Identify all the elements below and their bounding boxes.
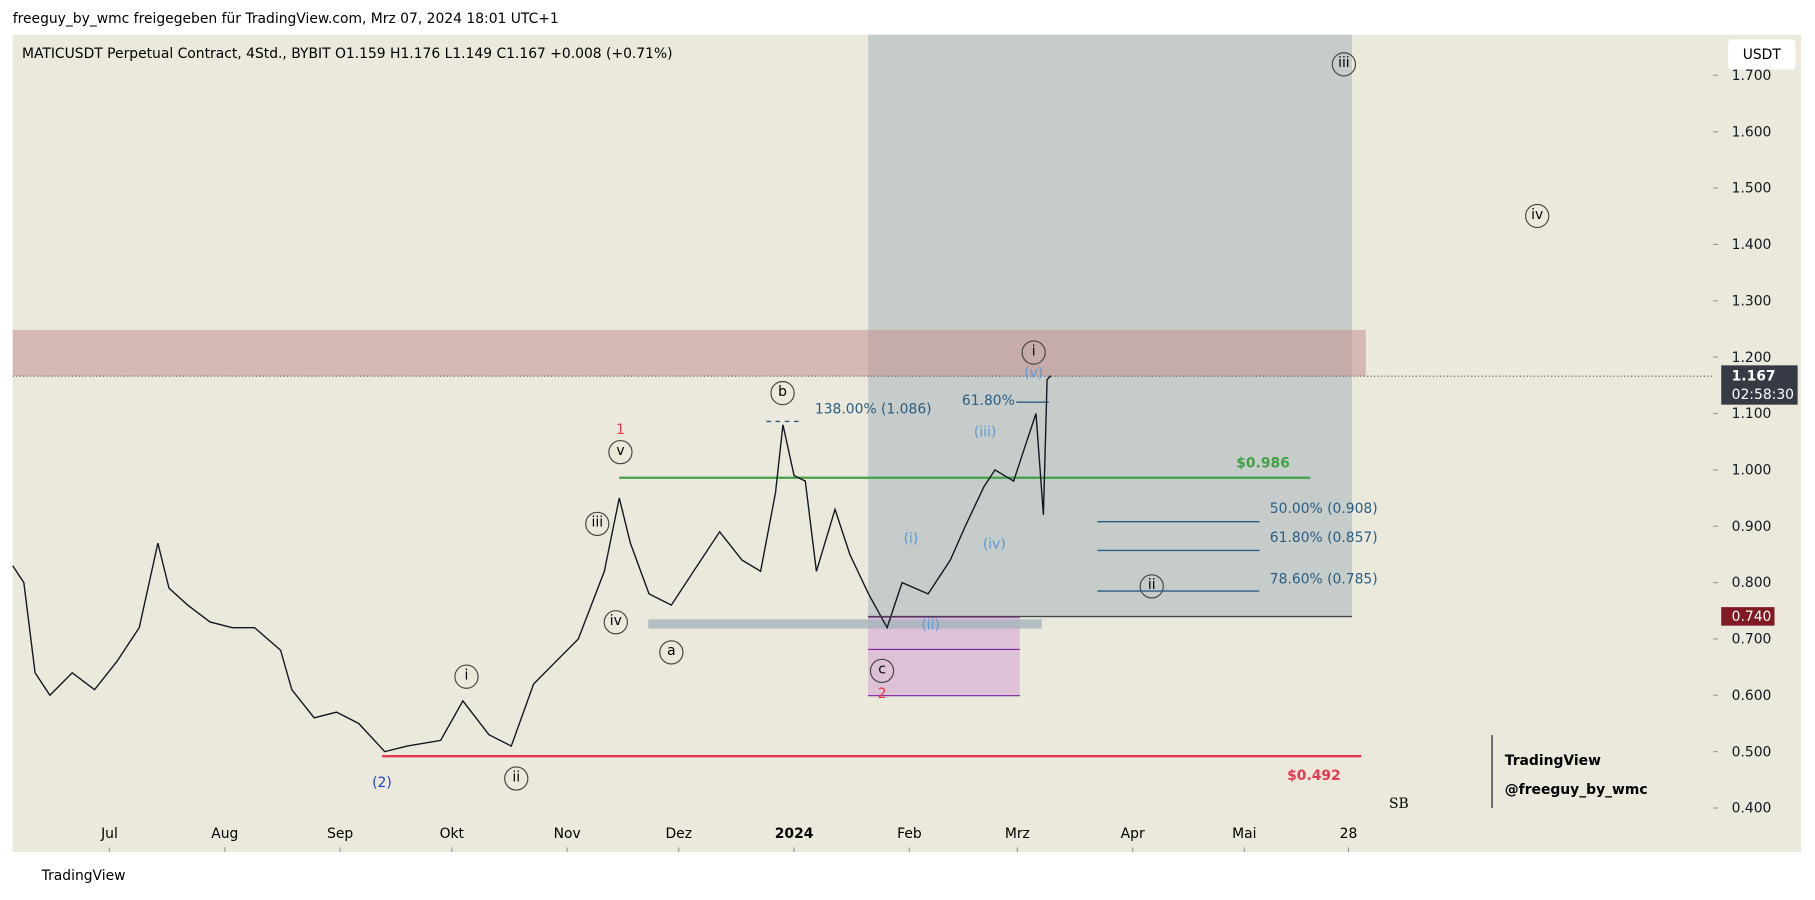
wave-label: 2 — [878, 686, 887, 702]
level-label: 78.60% (0.785) — [1270, 571, 1378, 587]
watermark: TradingView — [1505, 753, 1601, 769]
wave-circle — [454, 664, 479, 689]
wave-label: a — [667, 643, 676, 659]
resistance-zone — [12, 329, 1366, 377]
y-tick-label: 1.200 — [1732, 350, 1772, 366]
price-line — [12, 375, 1052, 753]
header-title: freeguy_by_wmc freigegeben für TradingVi… — [13, 11, 559, 27]
wave-circle — [1525, 203, 1550, 229]
logo-mark: SB — [1389, 796, 1409, 812]
x-tick-label: Jul — [100, 826, 118, 842]
currency: USDT — [1743, 47, 1782, 63]
wave-label: ii — [1148, 577, 1156, 593]
y-tick-label: 0.700 — [1732, 632, 1772, 648]
wave-label: iv — [1531, 207, 1543, 223]
y-tick-label: 0.600 — [1732, 688, 1772, 704]
x-tick-label: Apr — [1121, 826, 1145, 842]
y-tick-label: 0.800 — [1732, 575, 1772, 591]
y-tick-label: 0.400 — [1732, 801, 1772, 817]
y-tick-label: 0.500 — [1732, 744, 1772, 760]
x-tick-label: Mai — [1232, 826, 1256, 842]
wave-circle — [504, 766, 529, 791]
wave-label: (iii) — [974, 424, 996, 440]
x-tick-label: Aug — [211, 826, 238, 842]
level-label: 138.00% (1.086) — [815, 401, 932, 417]
x-tick-label: Okt — [440, 826, 465, 842]
wave-circle — [869, 658, 895, 684]
range-bar — [648, 619, 1042, 629]
y-tick-label: 1.300 — [1732, 293, 1772, 309]
wave-label: iii — [1338, 55, 1350, 71]
logo: SB TradingView @freeguy_by_wmc — [1389, 735, 1648, 812]
y-tick-label: 1.100 — [1732, 406, 1772, 422]
target-zone — [868, 34, 1352, 619]
wave-circle — [608, 439, 633, 465]
footer: TradingView — [41, 868, 126, 884]
last-price: 1.167 — [1732, 368, 1776, 384]
x-tick-label: Dez — [665, 826, 692, 842]
currency-box — [1728, 39, 1796, 70]
wave-label: ii — [512, 769, 520, 785]
wave-label: (2) — [372, 775, 392, 791]
wave-label: v — [616, 443, 624, 459]
countdown: 02:58:30 — [1732, 387, 1794, 403]
wave-label: iii — [591, 515, 603, 531]
level-label: 61.80% (0.857) — [1270, 530, 1378, 546]
x-tick-label: Nov — [554, 826, 581, 842]
wave-circle — [1139, 574, 1164, 599]
wave-label: 1 — [616, 422, 625, 438]
support-zone — [868, 616, 1020, 696]
wave-label: i — [465, 668, 469, 684]
x-tick-label: 2024 — [775, 826, 814, 842]
level-label: $0.492 — [1287, 768, 1341, 784]
level-label: 61.80% — [962, 393, 1015, 409]
y-tick-label: 1.000 — [1732, 462, 1772, 478]
y-tick-label: 1.700 — [1732, 68, 1772, 84]
wave-label: (ii) — [921, 618, 940, 634]
wave-circle — [603, 610, 628, 635]
y-tick-label: 0.900 — [1732, 519, 1772, 535]
x-tick-label: Sep — [327, 826, 353, 842]
stop-price-box — [1721, 607, 1775, 626]
y-tick-label: 1.600 — [1732, 124, 1772, 140]
x-tick-label: Feb — [897, 826, 922, 842]
level-label: $0.986 — [1236, 456, 1290, 472]
level-label: 50.00% (0.908) — [1270, 501, 1378, 517]
wave-label: i — [1032, 343, 1036, 359]
wave-circle — [1021, 340, 1046, 365]
y-tick-label: 1.500 — [1732, 181, 1772, 197]
wave-label: (v) — [1024, 365, 1043, 381]
wave-label: b — [778, 384, 787, 400]
y-tick-label: 1.400 — [1732, 237, 1772, 253]
watermark: @freeguy_by_wmc — [1505, 782, 1648, 798]
wave-circle — [585, 511, 610, 537]
wave-label: (i) — [904, 531, 919, 547]
stop-price: 0.740 — [1732, 609, 1772, 625]
last-price-box — [1721, 365, 1798, 405]
wave-label: c — [878, 662, 886, 678]
wave-label: (iv) — [983, 537, 1006, 553]
wave-circle — [770, 380, 795, 406]
wave-circle — [1331, 52, 1357, 77]
wave-circle — [659, 640, 684, 665]
symbol-title: MATICUSDT Perpetual Contract, 4Std., BYB… — [22, 46, 673, 62]
x-tick-label: Mrz — [1005, 826, 1030, 842]
x-tick-label: 28 — [1340, 826, 1358, 842]
wave-label: iv — [610, 613, 622, 629]
